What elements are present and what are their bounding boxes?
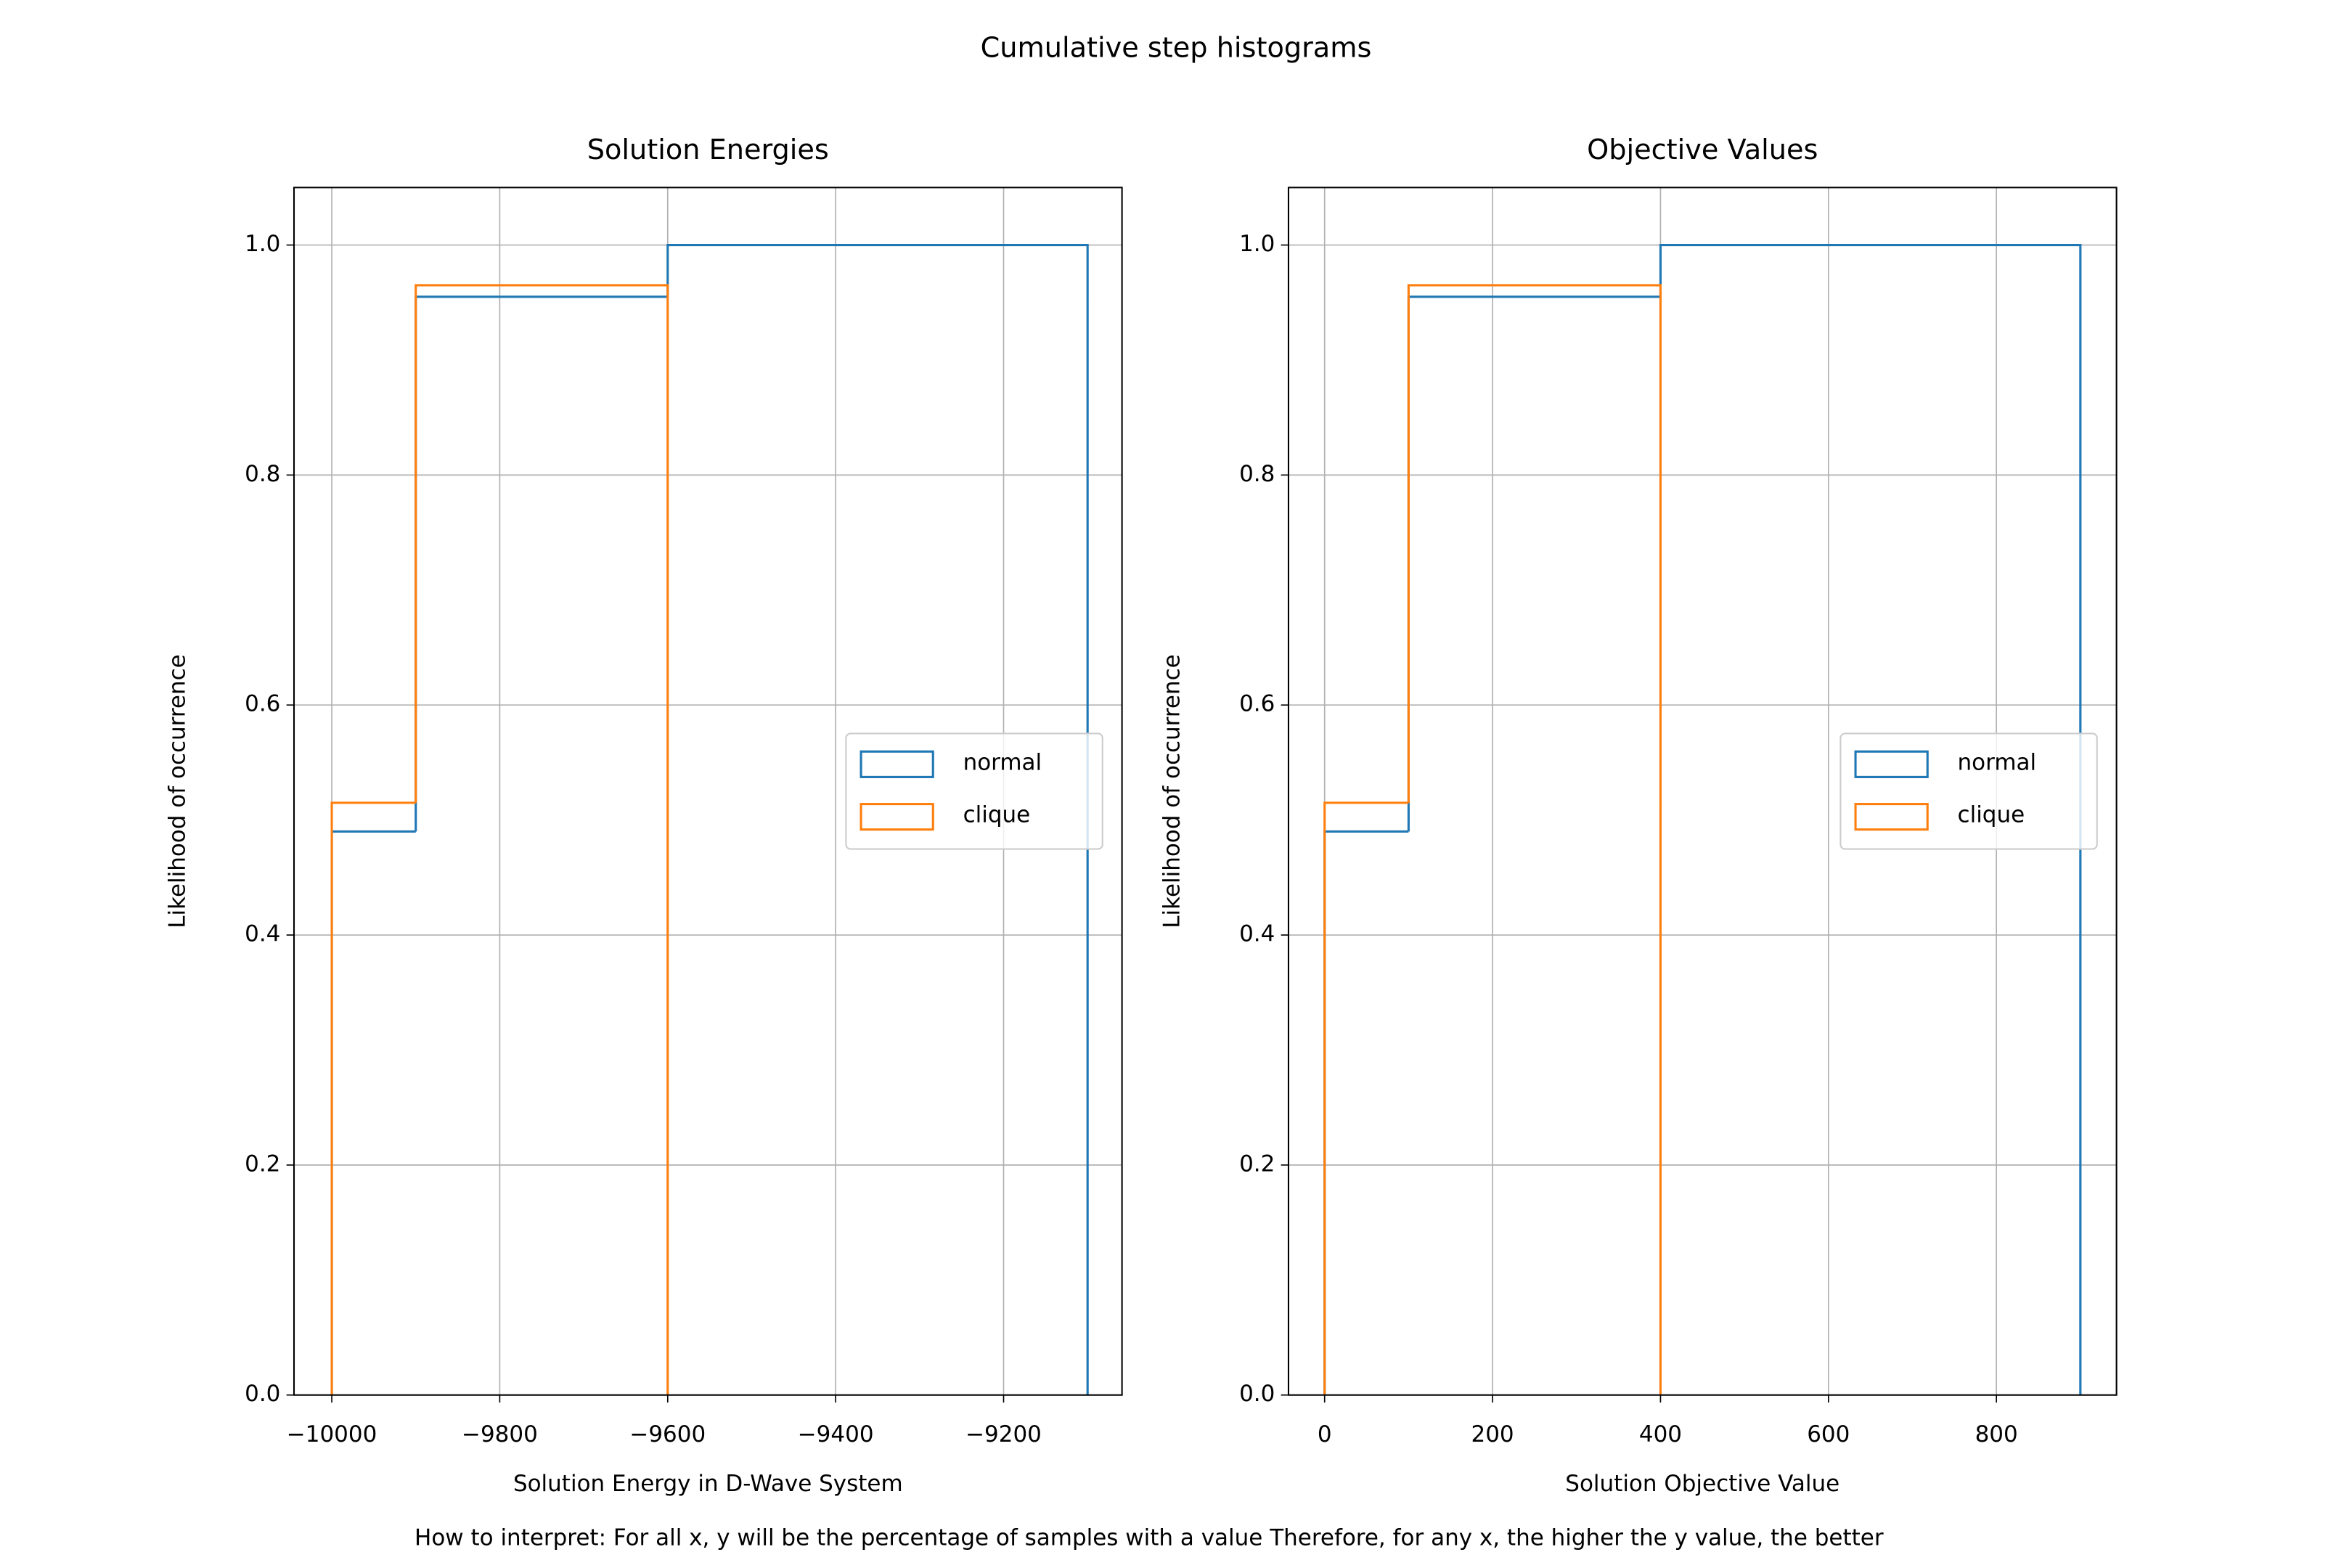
x-tick-label: −10000 bbox=[287, 1421, 377, 1447]
x-axis-label: Solution Objective Value bbox=[1565, 1471, 1839, 1497]
legend-swatch bbox=[1854, 803, 1929, 831]
histogram-step bbox=[1407, 284, 1662, 1395]
histogram-step bbox=[1323, 830, 1409, 1395]
legend-swatch bbox=[1854, 750, 1929, 778]
subplot-title: Objective Values bbox=[1587, 134, 1818, 166]
y-tick-label: 0.8 bbox=[1239, 461, 1275, 487]
subplot: −10000 −9800 −9600 −9400 −9200 0.0 0.2 0.4 0.6 0.… bbox=[164, 134, 1123, 1497]
x-tick-label: 400 bbox=[1639, 1421, 1682, 1447]
legend-label: clique bbox=[963, 802, 1031, 828]
y-tick-label: 0.6 bbox=[245, 691, 280, 717]
legend-box bbox=[1839, 732, 2098, 850]
histogram-step bbox=[1407, 295, 1661, 832]
y-tick-label: 0.8 bbox=[245, 461, 280, 487]
y-tick-label: 0.4 bbox=[245, 921, 280, 947]
y-tick-label: 1.0 bbox=[1239, 231, 1275, 257]
legend-label: normal bbox=[963, 749, 1042, 775]
x-axis-label: Solution Energy in D-Wave System bbox=[513, 1471, 903, 1497]
y-tick-label: 1.0 bbox=[245, 231, 280, 257]
y-tick-label: 0.0 bbox=[1239, 1381, 1275, 1407]
legend-label: clique bbox=[1958, 802, 2025, 828]
footnote: How to interpret: For all x, y will be t… bbox=[415, 1525, 1884, 1551]
histogram-step bbox=[330, 801, 416, 1395]
histogram-step bbox=[415, 295, 668, 832]
y-tick-label: 0.2 bbox=[1239, 1151, 1275, 1177]
histogram-step bbox=[330, 830, 416, 1395]
subplot: 0 200 400 600 800 0.0 0.2 0.4 0.6 0.8 1.0 Objective… bbox=[1159, 134, 2118, 1497]
y-tick-label: 0.4 bbox=[1239, 921, 1275, 947]
x-tick-label: −9800 bbox=[462, 1421, 538, 1447]
x-tick-label: −9400 bbox=[798, 1421, 874, 1447]
y-axis-label: Likelihood of occurrence bbox=[164, 654, 190, 928]
x-tick-label: 800 bbox=[1975, 1421, 2018, 1447]
x-tick-label: 600 bbox=[1807, 1421, 1850, 1447]
histogram-step bbox=[415, 284, 669, 1395]
legend: normal clique bbox=[845, 732, 1103, 850]
histogram-step bbox=[1323, 801, 1409, 1395]
y-axis-label: Likelihood of occurrence bbox=[1159, 654, 1185, 928]
y-tick-label: 0.0 bbox=[245, 1381, 280, 1407]
y-tick-label: 0.2 bbox=[245, 1151, 280, 1177]
axes-frame bbox=[1287, 187, 2118, 1396]
x-tick-label: −9600 bbox=[629, 1421, 706, 1447]
legend-swatch bbox=[859, 750, 934, 778]
x-tick-label: 200 bbox=[1471, 1421, 1514, 1447]
x-tick-label: −9200 bbox=[965, 1421, 1042, 1447]
y-tick-label: 0.6 bbox=[1239, 691, 1275, 717]
legend-swatch bbox=[859, 803, 934, 831]
legend: normal clique bbox=[1839, 732, 2098, 850]
subplot-title: Solution Energies bbox=[587, 134, 829, 166]
legend-box bbox=[845, 732, 1103, 850]
figure-title: Cumulative step histograms bbox=[981, 33, 1372, 65]
axes-frame bbox=[293, 187, 1123, 1396]
legend-label: normal bbox=[1958, 749, 2037, 775]
x-tick-label: 0 bbox=[1318, 1421, 1332, 1447]
